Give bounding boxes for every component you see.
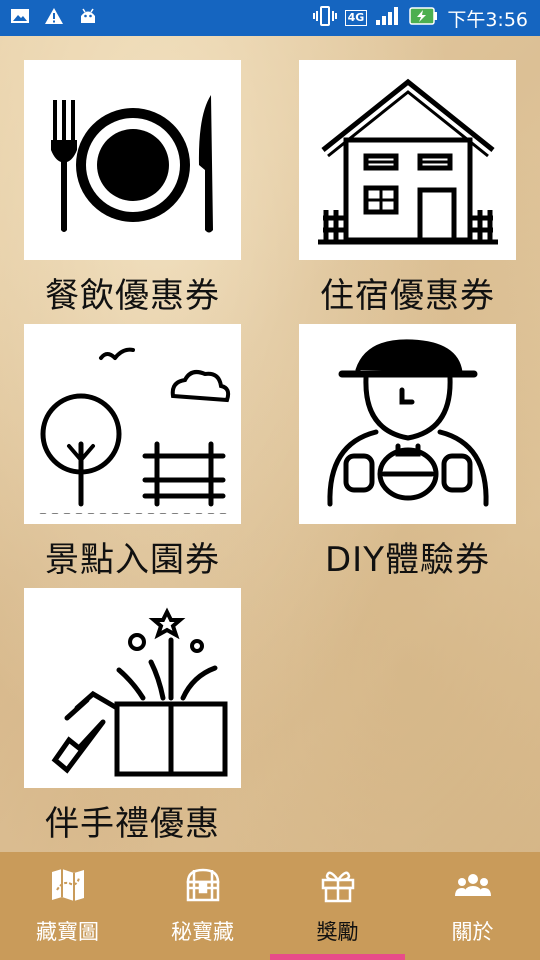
park-icon xyxy=(39,347,230,514)
people-icon xyxy=(455,874,491,896)
status-bar: 4G 下午3:56 xyxy=(0,0,540,36)
dining-icon xyxy=(50,95,213,233)
coupon-lodging-label[interactable]: 住宿優惠券 xyxy=(320,276,495,316)
coupon-gift-tile[interactable] xyxy=(24,588,241,788)
coupon-dining-tile[interactable] xyxy=(24,60,241,260)
warning-icon xyxy=(44,7,64,29)
bottom-tab-bar: 藏寶圖 秘寶藏 獎勵 關於 xyxy=(0,852,540,960)
treasure-chest-icon xyxy=(186,868,220,902)
coupon-park-tile[interactable] xyxy=(24,324,241,524)
map-icon xyxy=(52,869,84,901)
house-icon xyxy=(317,78,498,245)
tab-treasure[interactable]: 秘寶藏 xyxy=(135,852,270,960)
tab-about-label: 關於 xyxy=(451,920,494,944)
coupon-lodging-tile[interactable] xyxy=(299,60,516,260)
image-icon xyxy=(10,7,30,29)
tab-rewards[interactable]: 獎勵 xyxy=(270,852,405,960)
coupon-gift-label[interactable]: 伴手禮優惠 xyxy=(45,804,220,844)
tab-map[interactable]: 藏寶圖 xyxy=(0,852,135,960)
coupon-park-label[interactable]: 景點入園券 xyxy=(45,540,220,580)
coupon-dining-label[interactable]: 餐飲優惠券 xyxy=(45,276,220,316)
battery-charging-icon xyxy=(409,6,439,30)
craftsman-icon xyxy=(326,339,489,507)
tab-map-label: 藏寶圖 xyxy=(36,920,99,944)
coupon-diy-tile[interactable] xyxy=(299,324,516,524)
gift-icon xyxy=(51,607,227,777)
network-type: 4G xyxy=(344,10,368,26)
tab-rewards-label: 獎勵 xyxy=(316,920,359,944)
clock: 下午3:56 xyxy=(447,8,528,31)
active-tab-indicator xyxy=(270,954,405,960)
coupon-diy-label[interactable]: DIY體驗券 xyxy=(325,540,490,580)
signal-icon xyxy=(375,6,401,30)
tab-treasure-label: 秘寶藏 xyxy=(171,920,234,944)
vibrate-icon xyxy=(312,6,337,30)
tab-about[interactable]: 關於 xyxy=(405,852,540,960)
gift-box-icon xyxy=(321,871,355,903)
android-icon xyxy=(78,7,98,29)
